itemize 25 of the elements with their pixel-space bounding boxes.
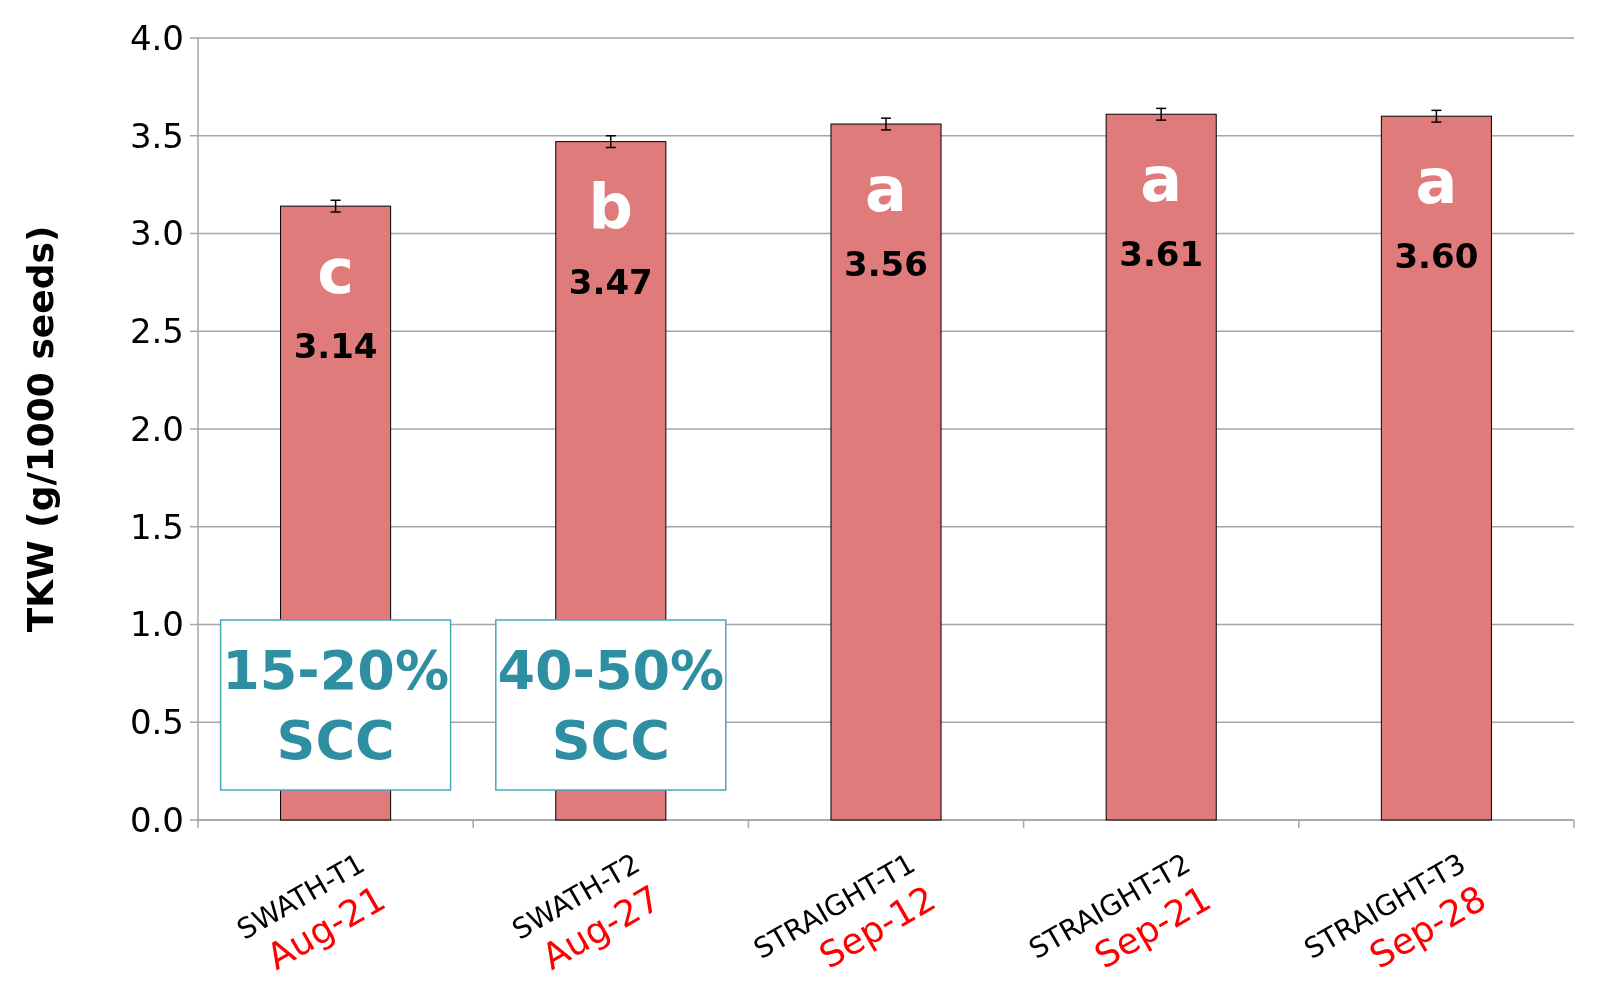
bar bbox=[830, 123, 942, 821]
data-label: 3.14 bbox=[293, 326, 378, 367]
y-axis-title: TKW (g/1000 seeds) bbox=[20, 225, 61, 633]
bar bbox=[1105, 113, 1217, 821]
data-label: 3.61 bbox=[1119, 234, 1204, 275]
bar bbox=[1380, 115, 1492, 821]
data-label: 3.60 bbox=[1394, 236, 1479, 277]
y-tick-label: 0.0 bbox=[129, 799, 184, 840]
y-tick-label: 2.0 bbox=[129, 408, 184, 449]
annotation: b bbox=[588, 170, 633, 244]
data-label: 3.47 bbox=[568, 261, 653, 302]
annotation: a bbox=[1140, 142, 1183, 216]
annotation: c bbox=[317, 234, 354, 308]
y-tick-label: 0.5 bbox=[129, 702, 184, 743]
data-label: 3.56 bbox=[844, 243, 928, 284]
y-tick-label: 1.5 bbox=[129, 506, 184, 547]
y-tick-label: 1.0 bbox=[129, 604, 184, 645]
annotation: 15-20% SCC bbox=[222, 638, 450, 772]
annotation: a bbox=[865, 152, 907, 226]
y-tick-label: 4.0 bbox=[129, 17, 184, 58]
annotation: 40-50% SCC bbox=[497, 638, 725, 772]
y-tick-label: 3.5 bbox=[129, 115, 184, 156]
y-tick-label: 2.5 bbox=[129, 311, 184, 352]
annotation: a bbox=[1415, 144, 1458, 218]
y-tick-label: 3.0 bbox=[129, 213, 184, 254]
